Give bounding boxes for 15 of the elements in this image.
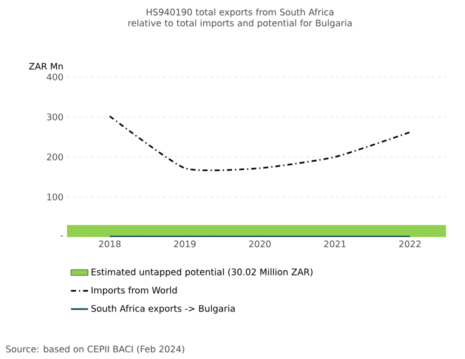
chart-title: HS940190 total exports from South Africa relative to total imports and potential for Bulgaria	[128, 8, 352, 28]
y-tick-label: 300	[47, 114, 63, 120]
x-tick-label: 2018	[99, 240, 121, 248]
legend-label: Estimated untapped potential (30.02 Million ZAR)	[92, 268, 312, 278]
y-axis-title: ZAR Mn	[29, 62, 63, 70]
y-tick-label: 200	[47, 154, 63, 160]
x-tick-label: 2019	[174, 240, 196, 248]
legend-label: South Africa exports -> Bulgaria	[91, 304, 235, 314]
y-tick-label: 100	[47, 194, 63, 200]
x-tick-label: 2021	[324, 240, 346, 248]
y-tick-label: 400	[46, 74, 63, 80]
x-tick-label: 2020	[249, 240, 271, 248]
legend-label: Imports from World	[92, 286, 177, 296]
x-tick-label: 2022	[399, 240, 420, 248]
source-note: Source: based on CEPII BACI (Feb 2024)	[6, 345, 184, 354]
